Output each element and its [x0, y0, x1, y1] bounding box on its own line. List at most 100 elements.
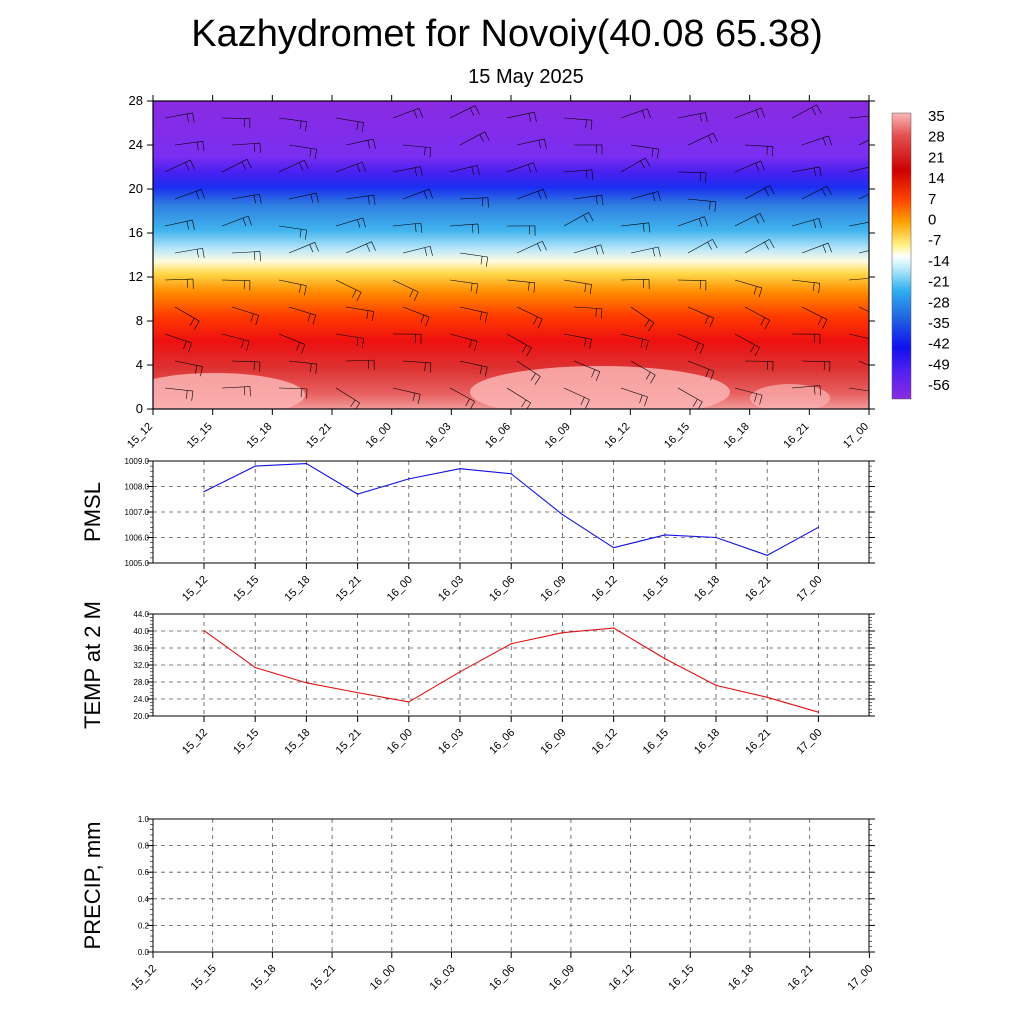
- wind-barb-shaft: [221, 279, 250, 281]
- wind-barb-shaft: [278, 225, 307, 231]
- wind-barb-shaft: [288, 306, 316, 316]
- x-tick-label: 16_18: [692, 727, 722, 757]
- wind-barb-feather: [640, 160, 645, 169]
- wind-barb-shaft: [449, 223, 478, 227]
- wind-barb-shaft: [630, 360, 656, 376]
- wind-barb-shaft: [734, 213, 761, 227]
- x-tick-label: 15_12: [180, 727, 210, 757]
- wind-barb-feather: [871, 116, 872, 124]
- wind-barb-feather: [754, 347, 760, 357]
- wind-barb-feather: [652, 248, 655, 257]
- wind-barb-feather: [879, 135, 883, 143]
- wind-barb-feather: [753, 286, 757, 295]
- section-field: [153, 101, 869, 409]
- wind-barb-shaft: [630, 191, 659, 200]
- pmsl-data-point: [766, 554, 768, 556]
- wind-barb-feather: [589, 284, 592, 295]
- wind-barb-shaft: [848, 115, 869, 119]
- plot-frame: [152, 818, 870, 953]
- wind-barb-feather: [708, 135, 713, 144]
- wind-barb-feather: [424, 362, 426, 371]
- colorbar-label: 35: [928, 108, 945, 125]
- wind-barb-feather: [479, 134, 484, 143]
- wind-barb-feather: [246, 340, 250, 351]
- wind-barb-shaft: [573, 244, 601, 254]
- y-tick-label: 36.0: [133, 644, 149, 653]
- y-tick-label: 0.2: [138, 921, 150, 930]
- wind-barb-feather: [870, 391, 871, 399]
- wind-barb-shaft: [734, 107, 762, 119]
- wind-barb-feather: [816, 104, 822, 114]
- wind-barb-feather: [352, 289, 357, 298]
- wind-barb-feather: [429, 362, 432, 373]
- precip-panel: 0.0 0.2 0.4 0.6 0.8 1.0 15_12 15_15 15_18 15_21 16…: [80, 815, 876, 993]
- wind-barb-feather: [371, 241, 376, 251]
- x-tick-label: 16_09: [547, 963, 577, 993]
- wind-barb-feather: [811, 107, 816, 116]
- wind-barb-feather: [876, 317, 880, 325]
- wind-barb-feather: [585, 119, 587, 129]
- wind-barb-feather: [465, 398, 470, 407]
- wind-barb-feather: [350, 399, 356, 408]
- colorbar-label: -21: [928, 274, 950, 291]
- wind-barb-feather: [528, 282, 530, 291]
- wind-barb-feather: [580, 397, 585, 406]
- wind-barb-shaft: [563, 279, 592, 285]
- wind-barb-feather: [537, 318, 543, 329]
- wind-barb-shaft: [278, 117, 307, 122]
- temp-data-point: [408, 701, 410, 703]
- wind-barb-shaft: [459, 360, 488, 368]
- x-tick-label: 15_12: [180, 574, 210, 604]
- wind-barb-shaft: [630, 306, 655, 324]
- pmsl-data-point: [613, 547, 615, 549]
- wind-barb-shaft: [164, 159, 191, 173]
- wind-barb-feather: [526, 402, 531, 409]
- wind-barb-feather: [595, 371, 601, 381]
- x-tick-label: 15_12: [125, 421, 155, 451]
- pmsl-data-point: [715, 536, 717, 539]
- wind-barb-feather: [884, 132, 888, 141]
- wind-barb-shaft: [791, 218, 820, 227]
- wind-barb-feather: [424, 147, 426, 156]
- wind-barb-feather: [822, 137, 827, 146]
- wind-barb-feather: [471, 166, 475, 176]
- wind-barb-feather: [476, 283, 479, 294]
- wind-barb-feather: [879, 189, 883, 197]
- wind-barb-shaft: [402, 360, 431, 364]
- wind-barb-feather: [884, 187, 888, 196]
- x-tick-label: 16_12: [602, 421, 632, 451]
- wind-barb-feather: [819, 166, 822, 177]
- wind-barb-shaft: [687, 239, 713, 254]
- y-tick-label: 0.8: [138, 842, 150, 851]
- wind-barb-feather: [822, 244, 827, 254]
- wind-barb-feather: [641, 110, 646, 119]
- wind-barb-feather: [585, 399, 590, 409]
- y-tick-label: 4: [136, 357, 143, 372]
- chart-title: Kazhydromet for Novoiy(40.08 65.38): [191, 13, 823, 55]
- wind-barb-shaft: [677, 216, 705, 227]
- wind-barb-feather: [600, 244, 604, 255]
- wind-barb-feather: [819, 385, 822, 396]
- wind-barb-shaft: [164, 387, 193, 392]
- wind-barb-shaft: [858, 360, 869, 366]
- wind-barb-feather: [200, 366, 203, 377]
- y-tick-label: 24.0: [133, 695, 149, 704]
- wind-barb-shaft: [620, 108, 648, 119]
- wind-barb-feather: [254, 143, 256, 152]
- wind-barb-shaft: [392, 107, 420, 119]
- wind-barb-feather: [758, 287, 763, 298]
- wind-barb-feather: [589, 339, 592, 349]
- wind-barb-feather: [640, 339, 644, 348]
- wind-barbs: [164, 104, 888, 409]
- colorbar-label: 28: [928, 129, 945, 146]
- x-tick-label: 15_18: [282, 574, 312, 604]
- wind-barb-feather: [429, 147, 432, 158]
- wind-barb-shaft: [506, 387, 531, 404]
- wind-barb-feather: [650, 374, 656, 384]
- wind-barb-feather: [871, 167, 873, 175]
- y-tick-label: 12: [129, 269, 143, 284]
- wind-barb-feather: [812, 282, 815, 292]
- wind-barb-shaft: [620, 333, 649, 341]
- wind-barb-feather: [538, 140, 541, 149]
- wind-barb-feather: [876, 370, 879, 378]
